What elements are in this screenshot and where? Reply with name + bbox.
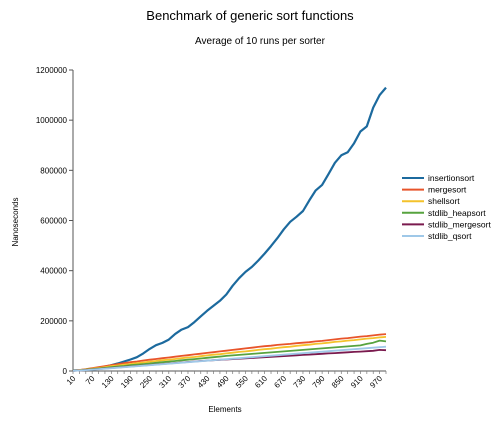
legend-label-shellsort: shellsort xyxy=(428,196,460,206)
series-line-shellsort xyxy=(72,336,387,372)
x-tick-label: 970 xyxy=(368,374,384,390)
series-line-stdlib-heapsort xyxy=(72,339,387,372)
y-tick-label: 400000 xyxy=(40,267,67,276)
x-tick-label: 670 xyxy=(272,374,288,390)
x-tick-label: 310 xyxy=(157,374,173,390)
x-ticks: 10 70 130 190 250 310 370 430 490 550 610 670 730 790… xyxy=(65,371,387,390)
x-tick-label: 730 xyxy=(292,374,308,390)
series-line-mergesort xyxy=(72,333,387,372)
series-line-stdlib-qsort xyxy=(72,345,387,372)
x-axis-label: Elements xyxy=(208,405,241,414)
legend-label-stdlib-mergesort: stdlib_mergesort xyxy=(428,219,491,229)
x-tick-label: 430 xyxy=(196,374,212,390)
x-tick-label: 370 xyxy=(177,374,193,390)
y-tick-label: 1200000 xyxy=(36,66,68,75)
y-tick-label: 1000000 xyxy=(36,116,68,125)
x-tick-label: 910 xyxy=(349,374,365,390)
x-tick-label: 190 xyxy=(119,374,135,390)
series-lines xyxy=(72,86,387,372)
x-tick-label: 490 xyxy=(215,374,231,390)
legend-label-mergesort: mergesort xyxy=(428,185,467,195)
y-axis-label: Nanoseconds xyxy=(11,198,20,247)
series-line-insertionsort xyxy=(72,86,387,372)
y-tick-label: 0 xyxy=(63,367,68,376)
x-tick-label: 610 xyxy=(253,374,269,390)
x-tick-label: 790 xyxy=(311,374,327,390)
legend-label-stdlib-qsort: stdlib_qsort xyxy=(428,231,472,241)
y-tick-label: 800000 xyxy=(40,166,67,175)
plot-area: 020000040000060000080000010000001200000 … xyxy=(36,66,387,390)
y-tick-label: 600000 xyxy=(40,217,67,226)
y-tick-label: 200000 xyxy=(40,317,67,326)
x-tick-label: 250 xyxy=(138,374,154,390)
chart-subtitle: Average of 10 runs per sorter xyxy=(195,36,326,47)
x-tick-label: 550 xyxy=(234,374,250,390)
x-tick-label: 130 xyxy=(100,374,116,390)
legend-label-stdlib-heapsort: stdlib_heapsort xyxy=(428,208,486,218)
legend-label-insertionsort: insertionsort xyxy=(428,173,475,183)
x-tick-label: 70 xyxy=(84,374,97,387)
y-ticks: 0 200000 400000 600000 800000 1000000 1200000 xyxy=(36,66,73,376)
x-tick-label: 850 xyxy=(330,374,346,390)
chart-title: Benchmark of generic sort functions xyxy=(146,8,354,23)
